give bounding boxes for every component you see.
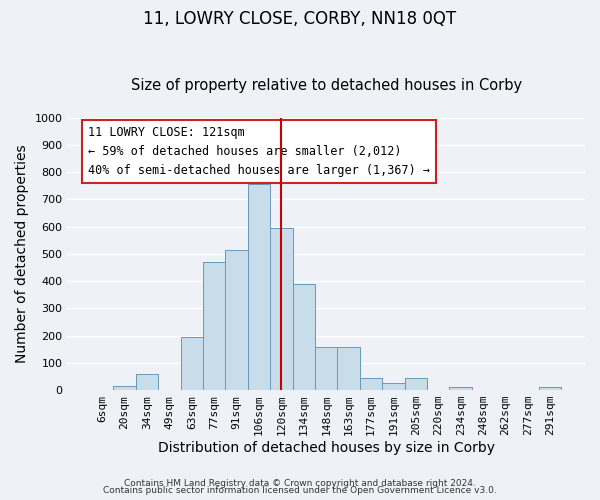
Bar xyxy=(404,378,427,390)
Bar xyxy=(449,388,472,390)
Text: Contains public sector information licensed under the Open Government Licence v3: Contains public sector information licen… xyxy=(103,486,497,495)
Bar xyxy=(181,337,203,390)
Bar xyxy=(539,388,562,390)
X-axis label: Distribution of detached houses by size in Corby: Distribution of detached houses by size … xyxy=(158,441,495,455)
Bar xyxy=(360,378,382,390)
Bar xyxy=(136,374,158,390)
Text: 11, LOWRY CLOSE, CORBY, NN18 0QT: 11, LOWRY CLOSE, CORBY, NN18 0QT xyxy=(143,10,457,28)
Bar xyxy=(270,228,293,390)
Bar xyxy=(113,386,136,390)
Text: Contains HM Land Registry data © Crown copyright and database right 2024.: Contains HM Land Registry data © Crown c… xyxy=(124,478,476,488)
Bar xyxy=(337,346,360,390)
Text: 11 LOWRY CLOSE: 121sqm
← 59% of detached houses are smaller (2,012)
40% of semi-: 11 LOWRY CLOSE: 121sqm ← 59% of detached… xyxy=(88,126,430,177)
Bar xyxy=(315,346,337,390)
Bar xyxy=(226,250,248,390)
Bar xyxy=(203,262,226,390)
Bar xyxy=(293,284,315,390)
Title: Size of property relative to detached houses in Corby: Size of property relative to detached ho… xyxy=(131,78,522,93)
Bar xyxy=(382,384,404,390)
Bar xyxy=(248,184,270,390)
Y-axis label: Number of detached properties: Number of detached properties xyxy=(15,144,29,363)
